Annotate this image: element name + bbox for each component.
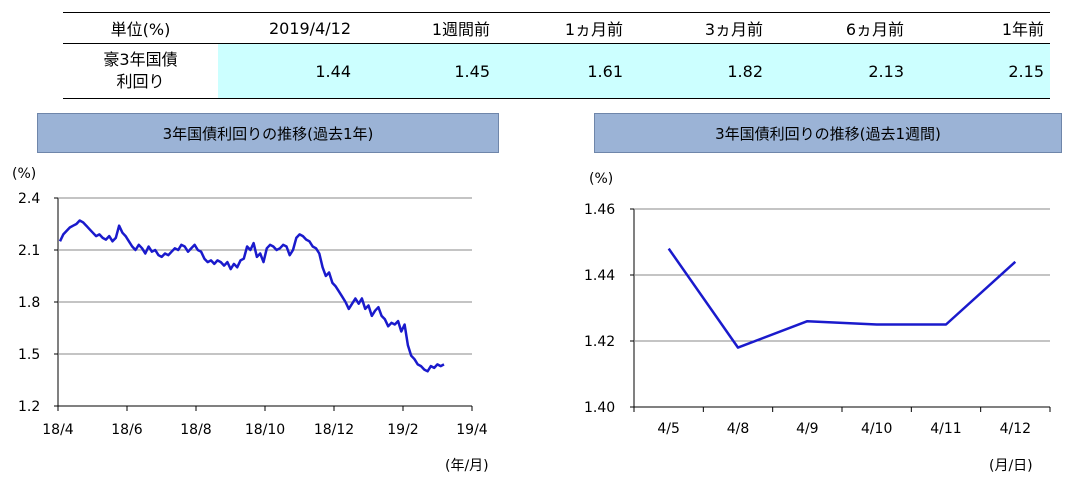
chart2-y-tick-label: 1.40 [584, 400, 615, 416]
table-cell-1y: 2.15 [910, 43, 1050, 99]
table-header-1m: 1ヵ月前 [496, 12, 629, 44]
chart1-x-tick-label: 18/12 [314, 422, 354, 438]
chart1-series-line [58, 219, 445, 373]
table-cell-current: 1.44 [218, 43, 357, 99]
chart2-x-tick-label: 4/5 [657, 421, 680, 437]
chart2-x-axis-label: (月/日) [989, 458, 1033, 474]
chart2-y-axis-label: (%) [589, 171, 613, 187]
chart-title-1y: 3年国債利回りの推移(過去1年) [37, 113, 499, 153]
table-cell-1m: 1.61 [496, 43, 629, 99]
chart1-x-tick-label: 18/6 [111, 422, 143, 438]
chart2-series-line [667, 247, 1017, 349]
table-header-6m: 6ヵ月前 [769, 12, 910, 44]
chart1-y-tick-label: 1.5 [18, 347, 40, 363]
chart1-x-tick-label: 18/10 [245, 422, 285, 438]
chart2-x-tick-label: 4/12 [1000, 421, 1031, 437]
chart1-y-tick-label: 2.4 [18, 191, 40, 207]
chart1-x-tick-label: 19/2 [387, 422, 418, 438]
table-cell-6m: 2.13 [769, 43, 910, 99]
chart2-y-tick-label: 1.44 [584, 268, 615, 284]
chart1-y-tick-label: 2.1 [18, 243, 40, 259]
chart2-y-tick-label: 1.46 [584, 202, 615, 218]
chart2-x-tick-label: 4/8 [727, 421, 750, 437]
chart1-x-axis-label: (年/月) [445, 458, 489, 474]
table-cell-1w: 1.45 [357, 43, 496, 99]
row-label-line-2: 利回り [116, 72, 165, 91]
chart1-x-tick-label: 19/4 [456, 422, 488, 438]
table-header-1y: 1年前 [910, 12, 1050, 44]
table-header-3m: 3ヵ月前 [629, 12, 769, 44]
chart1-y-axis-label: (%) [12, 166, 36, 182]
table-row: 豪3年国債 利回り 1.44 1.45 1.61 1.82 2.13 2.15 [63, 43, 1050, 99]
row-label-line-1: 豪3年国債 [103, 50, 178, 69]
table-row-label: 豪3年国債 利回り [63, 43, 218, 99]
chart2-x-tick-label: 4/11 [930, 421, 961, 437]
yield-summary-table: 単位(%) 2019/4/12 1週間前 1ヵ月前 3ヵ月前 6ヵ月前 1年前 … [63, 12, 1050, 99]
chart2-x-tick-label: 4/10 [861, 421, 892, 437]
chart-title-1w: 3年国債利回りの推移(過去1週間) [594, 113, 1062, 153]
table-cell-3m: 1.82 [629, 43, 769, 99]
chart1-y-tick-label: 1.2 [18, 399, 40, 415]
table-header-unit: 単位(%) [63, 12, 218, 44]
chart1-x-tick-label: 18/8 [180, 422, 211, 438]
chart2-y-tick-label: 1.42 [584, 334, 615, 350]
table-header-date: 2019/4/12 [218, 12, 357, 44]
chart1-x-tick-label: 18/4 [42, 422, 74, 438]
table-header-row: 単位(%) 2019/4/12 1週間前 1ヵ月前 3ヵ月前 6ヵ月前 1年前 [63, 12, 1050, 44]
table-header-1w: 1週間前 [357, 12, 496, 44]
chart1-y-tick-label: 1.8 [18, 295, 40, 311]
chart2-x-tick-label: 4/9 [796, 421, 819, 437]
